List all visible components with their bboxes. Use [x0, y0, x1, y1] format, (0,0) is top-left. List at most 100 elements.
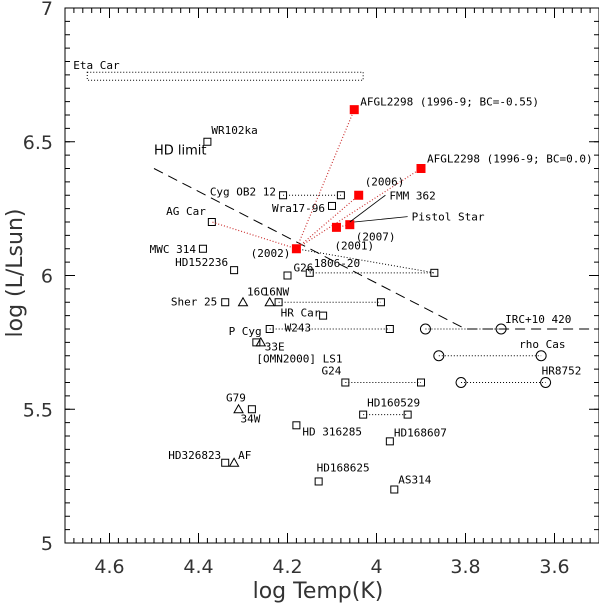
afgl2298-label: (2007): [356, 231, 396, 244]
square-marker: [341, 378, 350, 387]
star-label: 16NW: [263, 285, 290, 298]
triangle-marker: [237, 296, 249, 307]
plot-layer: Eta Car HD limit WR102ka Cyg OB2 12 Wra17-96…: [73, 59, 599, 494]
square-marker: [221, 298, 230, 307]
star-label: 1806-20: [314, 257, 360, 270]
eta-car-box: [86, 71, 364, 81]
square-marker: [292, 421, 301, 430]
annotation-pointer: [354, 216, 408, 223]
square-marker: [328, 201, 336, 210]
triangle-marker: [233, 403, 244, 414]
star-label: HD168625: [317, 461, 370, 474]
square-marker: [390, 485, 399, 494]
annotation-label: FMM 362: [389, 189, 435, 202]
afgl-dotted-line: [295, 109, 355, 249]
circle-marker: [419, 323, 431, 335]
y-tick-label: 5.5: [23, 399, 53, 421]
square-marker: [252, 338, 261, 347]
afgl2298-label: AFGL2298 (1996-9; BC=-0.55): [360, 96, 539, 109]
star-label: WR102ka: [211, 124, 257, 137]
star-label: HD 316285: [302, 425, 362, 438]
axes-layer: 4.6 4.4 4.2 4 3.8 3.6 5 5.5 6 6.5 7: [23, 0, 599, 578]
star-label: 16C: [247, 285, 267, 298]
afgl2298-marker: [416, 164, 426, 173]
square-marker: [336, 191, 345, 200]
square-marker: [279, 191, 288, 200]
square-marker: [198, 244, 207, 253]
y-tick-label: 5: [41, 533, 53, 555]
x-tick-label: 4.6: [94, 556, 124, 578]
square-marker: [430, 268, 439, 277]
square-marker: [221, 458, 230, 467]
star-label: HD326823: [168, 449, 221, 462]
x-tick-label: 4.4: [183, 556, 213, 578]
triangle-marker: [228, 457, 240, 467]
afgl2298-label: (2006): [365, 175, 405, 188]
square-marker: [203, 137, 212, 146]
afgl2298-marker: [354, 190, 364, 200]
star-label: HD152236: [175, 256, 228, 269]
annotation-pointer: [349, 194, 386, 223]
star-label: IRC+10 420: [505, 313, 571, 326]
y-axis-label: log (L/Lsun): [3, 209, 28, 338]
afgl2298-marker: [291, 244, 301, 254]
star-label: MWC 314: [150, 243, 197, 256]
square-marker: [403, 410, 412, 419]
afgl-dotted-line: [336, 224, 350, 228]
star-label: 34W: [241, 412, 261, 425]
star-label: G26: [294, 262, 314, 275]
circle-marker: [540, 377, 552, 388]
square-marker: [230, 266, 239, 275]
x-tick-label: 3.8: [450, 556, 480, 578]
star-label: Cyg OB2 12: [210, 185, 276, 198]
triangle-marker: [264, 296, 276, 307]
star-label: W243: [285, 322, 312, 335]
square-marker: [274, 298, 283, 307]
hd-limit-line: [153, 168, 599, 330]
circle-marker: [433, 350, 445, 362]
square-marker: [359, 410, 368, 419]
star-label: HD160529: [367, 397, 420, 410]
hd-limit-label: HD limit: [154, 144, 207, 159]
star-label: AG Car: [166, 205, 206, 218]
afgl2298-label: (2001): [334, 239, 374, 252]
square-marker: [417, 378, 425, 387]
eta-car-label: Eta Car: [73, 59, 120, 72]
star-label: Wra17-96: [272, 202, 325, 215]
circle-marker: [495, 323, 507, 335]
afgl2298-marker: [345, 220, 355, 230]
afgl2298-label: (2002): [251, 247, 291, 260]
star-label: P Cyg: [229, 325, 262, 338]
square-marker: [207, 218, 216, 226]
circle-marker: [535, 350, 547, 362]
star-label: AS314: [398, 474, 431, 487]
afgl2298-marker: [349, 105, 359, 115]
y-tick-label: 6.5: [23, 132, 53, 154]
star-label: G79: [226, 391, 246, 404]
annotation-label: Pistol Star: [412, 211, 485, 224]
afgl2298-marker: [331, 222, 341, 232]
star-label: 33E: [265, 340, 285, 353]
star-label: rho Cas: [519, 338, 565, 351]
x-tick-label: 4.2: [272, 556, 302, 578]
star-label: Sher 25: [171, 295, 217, 308]
star-label: AF: [238, 449, 251, 462]
y-tick-label: 7: [41, 0, 53, 20]
square-marker: [385, 325, 394, 333]
square-marker: [305, 268, 314, 277]
star-label: HD168607: [394, 426, 447, 439]
square-marker: [247, 405, 256, 414]
star-label: G24: [321, 365, 341, 378]
star-label: [OMN2000] LS1: [256, 352, 342, 365]
y-tick-label: 6: [41, 266, 53, 288]
square-marker: [385, 437, 394, 446]
x-tick-label: 3.6: [539, 556, 569, 578]
afgl2298-label: AFGL2298 (1996-9; BC=0.0): [427, 153, 593, 166]
square-marker: [376, 298, 385, 307]
square-marker: [314, 477, 323, 486]
triangle-marker: [255, 336, 267, 347]
afgl-dotted-line: [296, 167, 422, 250]
square-marker: [283, 271, 292, 280]
x-axis-label: log Temp(K): [253, 579, 384, 604]
